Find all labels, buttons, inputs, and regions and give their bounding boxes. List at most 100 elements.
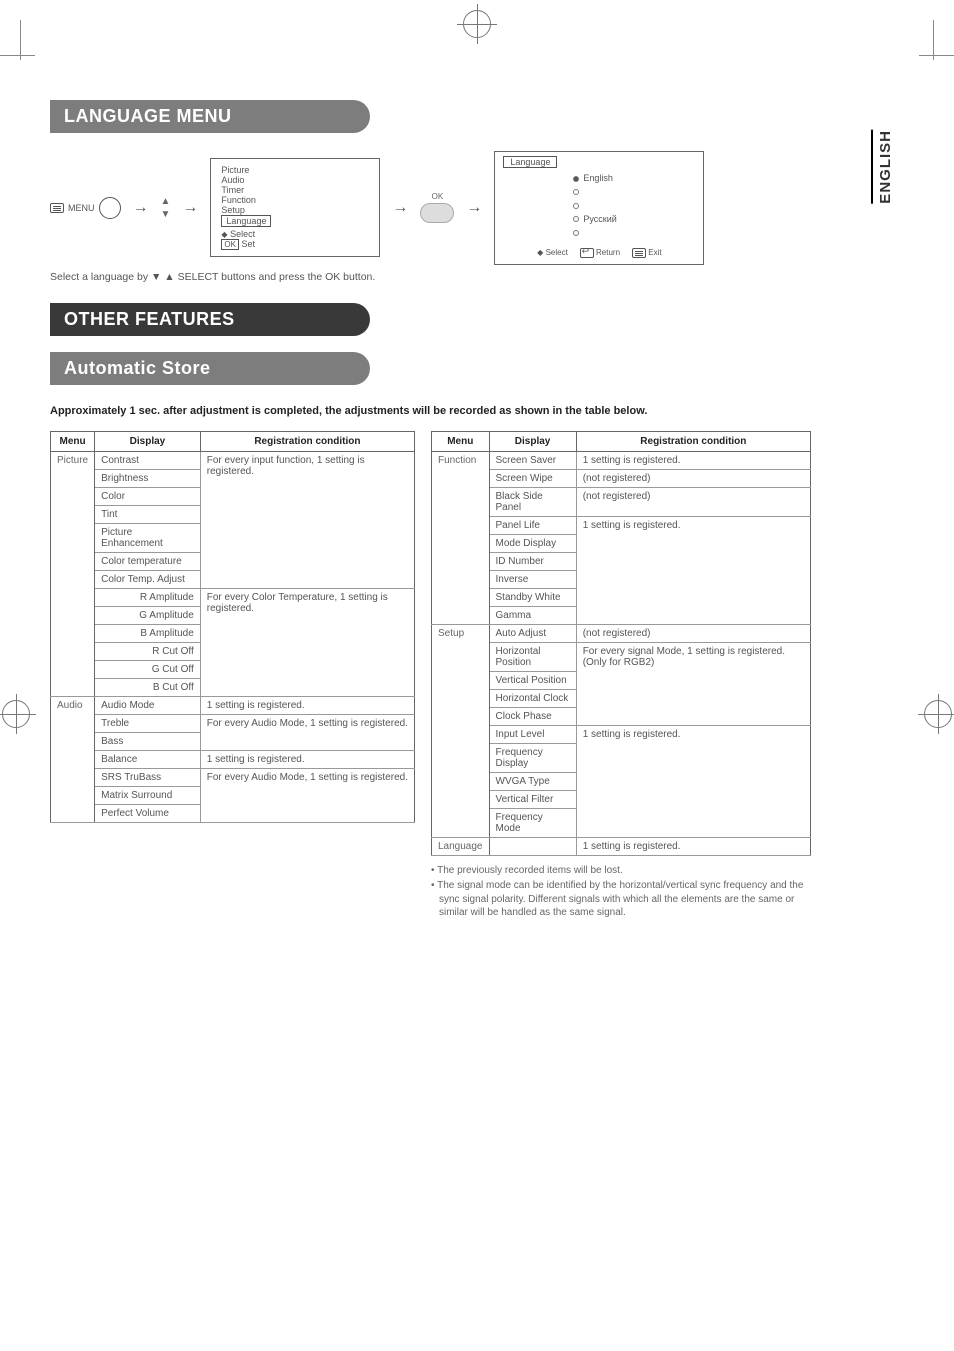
condition-cell: 1 setting is registered. [576, 725, 810, 837]
display-cell: Vertical Filter [489, 790, 576, 808]
display-cell: Picture Enhancement [95, 523, 201, 552]
display-cell: Color temperature [95, 552, 201, 570]
radio-icon [573, 216, 579, 222]
display-cell: B Cut Off [95, 678, 201, 696]
menu-audio: Audio [51, 696, 95, 822]
menu-circle-icon [99, 197, 121, 219]
section-automatic-store: Automatic Store [50, 352, 370, 385]
display-cell: G Amplitude [95, 606, 201, 624]
condition-cell: 1 setting is registered. [200, 750, 414, 768]
menu-flow-diagram: MENU → ▲▼ → Picture Audio Timer Function… [50, 151, 904, 265]
panel-select-label: Select [230, 229, 255, 239]
display-cell: B Amplitude [95, 624, 201, 642]
display-cell: Matrix Surround [95, 786, 201, 804]
condition-cell: (not registered) [576, 624, 810, 642]
condition-cell: 1 setting is registered. [576, 451, 810, 469]
menu-item-highlight: Language [221, 215, 271, 227]
display-cell: Horizontal Clock [489, 689, 576, 707]
registration-table-right: Menu Display Registration condition Func… [431, 431, 811, 856]
display-cell: Input Level [489, 725, 576, 743]
menu-icon [50, 203, 64, 213]
condition-cell: For every Color Temperature, 1 setting i… [200, 588, 414, 696]
display-cell: Color [95, 487, 201, 505]
display-cell: Gamma [489, 606, 576, 624]
display-cell: Auto Adjust [489, 624, 576, 642]
note-1: • The previously recorded items will be … [431, 864, 811, 878]
display-cell: Standby White [489, 588, 576, 606]
crop-mark [933, 20, 934, 60]
display-cell: Tint [95, 505, 201, 523]
lang-option-russian: Русский [583, 214, 616, 224]
display-cell: Contrast [95, 451, 201, 469]
language-panel-title: Language [503, 156, 557, 168]
registration-mark [2, 700, 30, 728]
footer-exit: Exit [648, 248, 661, 257]
ok-button-icon [420, 203, 454, 223]
display-cell: R Amplitude [95, 588, 201, 606]
registration-mark [463, 10, 491, 38]
display-cell: G Cut Off [95, 660, 201, 678]
updown-icon: ◆ [221, 230, 227, 239]
th-menu: Menu [51, 431, 95, 451]
condition-cell: (not registered) [576, 469, 810, 487]
condition-cell: (not registered) [576, 487, 810, 516]
display-cell: Treble [95, 714, 201, 732]
display-cell: Panel Life [489, 516, 576, 534]
menu-item: Setup [221, 205, 369, 215]
display-cell: Perfect Volume [95, 804, 201, 822]
radio-icon [573, 230, 579, 236]
footer-return: Return [596, 248, 620, 257]
radio-icon [573, 189, 579, 195]
return-icon [580, 248, 594, 258]
th-condition: Registration condition [576, 431, 810, 451]
menu-language: Language [432, 837, 490, 855]
display-cell [489, 837, 576, 855]
menu-picture: Picture [51, 451, 95, 696]
display-cell: Horizontal Position [489, 642, 576, 671]
section-other-features: OTHER FEATURES [50, 303, 370, 336]
display-cell: Inverse [489, 570, 576, 588]
section-language-menu: LANGUAGE MENU [50, 100, 370, 133]
registration-table-left: Menu Display Registration condition Pict… [50, 431, 415, 823]
condition-cell: For every Audio Mode, 1 setting is regis… [200, 714, 414, 750]
display-cell: Frequency Display [489, 743, 576, 772]
display-cell: Vertical Position [489, 671, 576, 689]
radio-icon [573, 176, 579, 182]
language-caption: Select a language by ▼ ▲ SELECT buttons … [50, 271, 904, 283]
menu-icon [632, 248, 646, 258]
footer-select: Select [546, 248, 568, 257]
menu-item: Function [221, 195, 369, 205]
lang-option-english: English [583, 173, 613, 183]
condition-cell: 1 setting is registered. [200, 696, 414, 714]
language-panel: Language English Русский ◆ Select Return… [494, 151, 704, 265]
th-display: Display [489, 431, 576, 451]
display-cell: Color Temp. Adjust [95, 570, 201, 588]
display-cell: ID Number [489, 552, 576, 570]
display-cell: Clock Phase [489, 707, 576, 725]
up-down-arrows: ▲▼ [161, 196, 171, 220]
display-cell: SRS TruBass [95, 768, 201, 786]
condition-cell: 1 setting is registered. [576, 837, 810, 855]
updown-icon: ◆ [537, 248, 543, 257]
condition-cell: For every input function, 1 setting is r… [200, 451, 414, 588]
display-cell: Mode Display [489, 534, 576, 552]
menu-function: Function [432, 451, 490, 624]
th-menu: Menu [432, 431, 490, 451]
display-cell: Frequency Mode [489, 808, 576, 837]
condition-cell: For every signal Mode, 1 setting is regi… [576, 642, 810, 725]
language-tab: ENGLISH [871, 130, 894, 204]
display-cell: WVGA Type [489, 772, 576, 790]
menu-item: Timer [221, 185, 369, 195]
intro-text: Approximately 1 sec. after adjustment is… [50, 405, 904, 417]
menu-item: Audio [221, 175, 369, 185]
display-cell: Brightness [95, 469, 201, 487]
display-cell: Balance [95, 750, 201, 768]
menu-label: MENU [68, 203, 95, 213]
display-cell: Bass [95, 732, 201, 750]
registration-mark [924, 700, 952, 728]
display-cell: Black Side Panel [489, 487, 576, 516]
display-cell: Audio Mode [95, 696, 201, 714]
display-cell: Screen Wipe [489, 469, 576, 487]
arrow-right-icon: → [466, 199, 482, 217]
condition-cell: For every Audio Mode, 1 setting is regis… [200, 768, 414, 822]
